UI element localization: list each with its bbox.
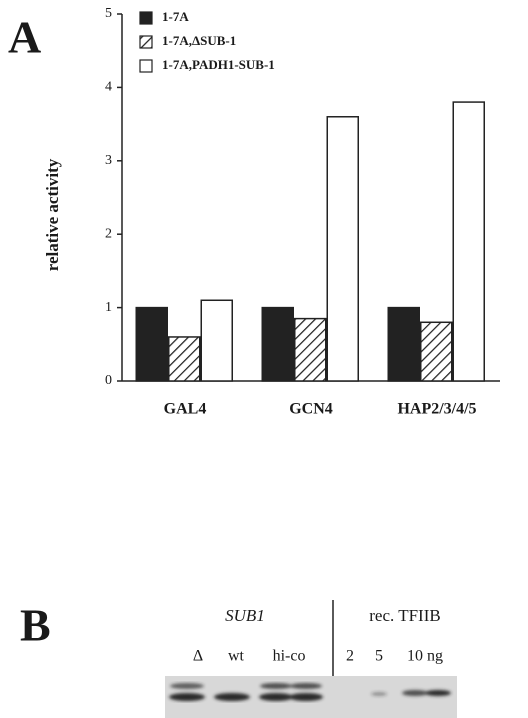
y-tick-label: 2 [105,226,112,241]
bar [388,308,419,381]
bar [201,300,232,381]
panel-label: B [20,600,51,651]
group-label: SUB1 [225,606,265,625]
bar [136,308,167,381]
x-tick-label: GCN4 [289,401,333,418]
panel-label: A [8,12,41,63]
x-tick-label: GAL4 [164,401,207,418]
lane-label: wt [228,648,245,665]
group-label: rec. TFIIB [369,606,440,625]
bar [169,337,200,381]
legend-label: 1-7A,PADH1-SUB-1 [162,57,275,72]
bar [262,308,293,381]
legend-label: 1-7A,ΔSUB-1 [162,33,236,48]
lane-label: 2 [346,648,354,665]
x-tick-label: HAP2/3/4/5 [397,401,476,418]
lane-label: hi-co [273,648,306,665]
bar [327,117,358,381]
y-tick-label: 3 [105,153,112,168]
lane-label: Δ [193,648,203,665]
y-tick-label: 5 [105,6,112,21]
y-axis-label: relative activity [43,158,62,271]
bar [421,322,452,381]
y-tick-label: 1 [105,300,112,315]
bar [295,319,326,381]
legend-swatch [140,60,152,72]
bar [453,102,484,381]
legend-swatch [140,12,152,24]
y-tick-label: 0 [105,373,112,388]
blot [165,676,457,718]
legend-label: 1-7A [162,9,189,24]
y-tick-label: 4 [105,80,112,95]
chart-a: 0 1 2 3 4 5 GAL4 GCN4 HAP2/3/4/5 1-7A 1-7A,ΔSUB-1 1… [105,6,500,417]
lane-label: 5 [375,648,383,665]
figure: A relative activity 0 1 2 3 4 5 GAL4 GCN4 HAP2/3… [0,0,528,718]
lane-label: 10 ng [407,648,443,665]
legend-swatch [140,36,152,48]
